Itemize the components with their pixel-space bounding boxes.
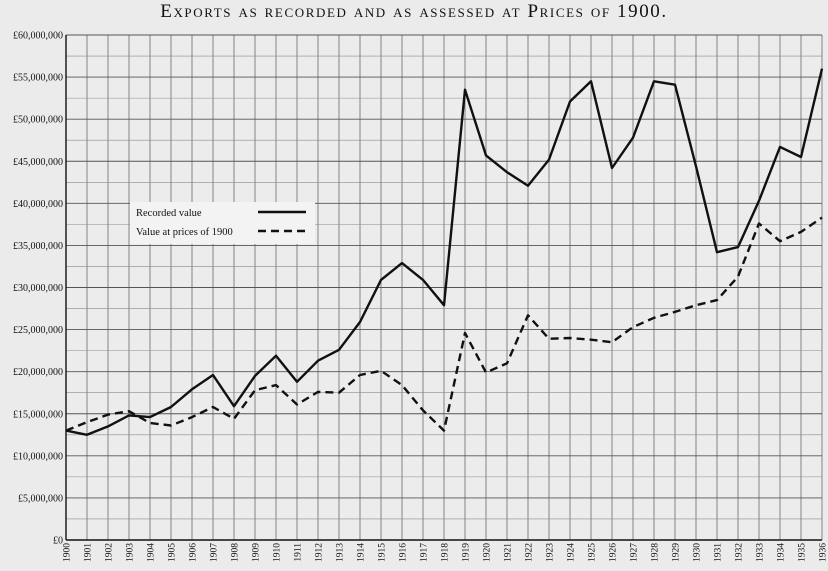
x-tick-label: 1916 xyxy=(399,543,409,562)
gridlines xyxy=(65,34,823,541)
legend: Recorded value Value at prices of 1900 xyxy=(130,202,315,244)
x-tick-label: 1926 xyxy=(609,543,619,562)
x-tick-label: 1909 xyxy=(252,543,262,562)
x-tick-label: 1902 xyxy=(105,543,115,562)
x-tick-label: 1933 xyxy=(756,543,766,562)
y-tick-label: £5,000,000 xyxy=(18,493,63,504)
x-tick-label: 1905 xyxy=(168,543,178,562)
x-tick-label: 1917 xyxy=(420,543,430,562)
tick-labels: £0 £5,000,000 £10,000,000 £15,000,000 £20,00… xyxy=(13,31,828,563)
x-tick-label: 1925 xyxy=(588,543,598,562)
legend-label-prices-1900: Value at prices of 1900 xyxy=(136,227,233,238)
x-tick-label: 1914 xyxy=(357,543,367,562)
y-tick-label: £10,000,000 xyxy=(13,451,63,462)
chart-title: Exports as recorded and as assessed at P… xyxy=(160,1,668,22)
series-lines xyxy=(65,68,824,436)
x-tick-label: 1936 xyxy=(819,543,828,562)
x-tick-label: 1913 xyxy=(336,543,346,562)
x-tick-label: 1932 xyxy=(735,543,745,562)
y-tick-label: £35,000,000 xyxy=(13,241,63,252)
y-tick-label: £15,000,000 xyxy=(13,409,63,420)
axes xyxy=(65,35,822,541)
y-tick-label: £30,000,000 xyxy=(13,283,63,294)
x-tick-label: 1924 xyxy=(567,543,577,562)
x-tick-label: 1910 xyxy=(273,543,283,562)
series-line-value-at-1900-prices xyxy=(65,216,823,432)
x-tick-label: 1929 xyxy=(672,543,682,562)
y-tick-label: £25,000,000 xyxy=(13,325,63,336)
legend-box xyxy=(130,202,315,244)
x-tick-label: 1935 xyxy=(798,543,808,562)
x-tick-label: 1920 xyxy=(483,543,493,562)
y-tick-label: £50,000,000 xyxy=(13,115,63,126)
x-tick-label: 1907 xyxy=(210,543,220,562)
x-tick-label: 1906 xyxy=(189,543,199,562)
x-tick-label: 1923 xyxy=(546,543,556,562)
x-tick-label: 1908 xyxy=(231,543,241,562)
y-tick-label: £45,000,000 xyxy=(13,157,63,168)
legend-label-recorded: Recorded value xyxy=(136,208,202,219)
x-tick-label: 1919 xyxy=(462,543,472,562)
x-tick-label: 1915 xyxy=(378,543,388,562)
x-tick-label: 1930 xyxy=(693,543,703,562)
x-tick-label: 1900 xyxy=(63,543,73,562)
x-tick-label: 1912 xyxy=(315,543,325,562)
y-tick-label: £20,000,000 xyxy=(13,367,63,378)
x-tick-label: 1931 xyxy=(714,543,724,562)
x-tick-label: 1922 xyxy=(525,543,535,562)
x-tick-label: 1904 xyxy=(147,543,157,562)
x-tick-label: 1934 xyxy=(777,543,787,562)
x-tick-label: 1927 xyxy=(630,543,640,562)
x-tick-label: 1911 xyxy=(294,543,304,562)
y-tick-label: £60,000,000 xyxy=(13,31,63,42)
x-tick-label: 1928 xyxy=(651,543,661,562)
series-line-recorded-value xyxy=(65,68,824,436)
y-tick-label: £0 xyxy=(53,536,63,547)
y-tick-label: £55,000,000 xyxy=(13,73,63,84)
x-tick-label: 1903 xyxy=(126,543,136,562)
x-tick-label: 1921 xyxy=(504,543,514,562)
x-tick-label: 1918 xyxy=(441,543,451,562)
x-tick-label: 1901 xyxy=(84,543,94,562)
y-tick-label: £40,000,000 xyxy=(13,199,63,210)
